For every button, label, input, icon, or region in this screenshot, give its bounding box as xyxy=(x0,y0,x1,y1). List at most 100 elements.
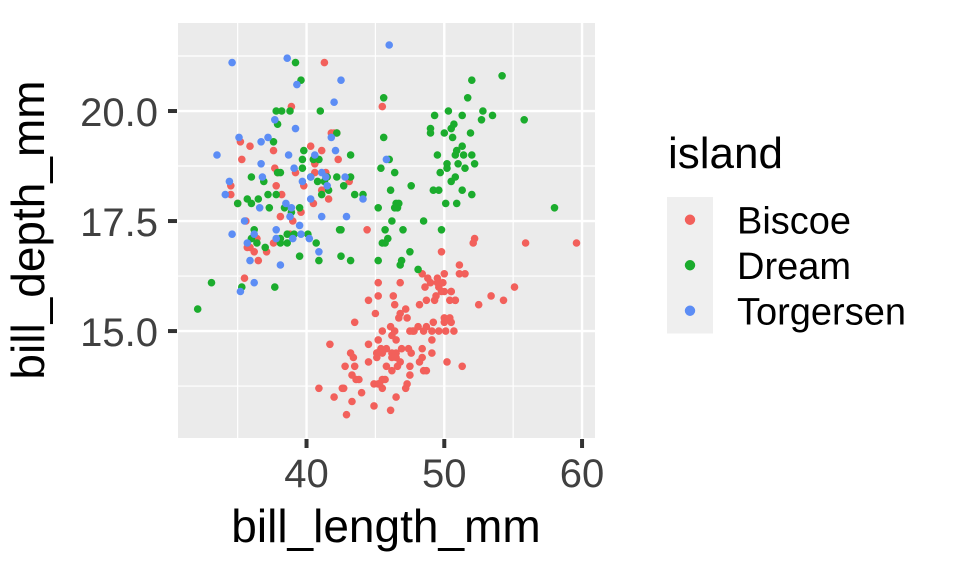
data-point xyxy=(461,270,469,278)
data-point xyxy=(498,72,506,80)
data-point xyxy=(287,204,296,212)
data-point xyxy=(377,164,385,172)
data-point xyxy=(236,287,245,296)
data-point xyxy=(419,217,428,225)
legend-swatch-icon xyxy=(684,214,696,225)
data-point xyxy=(207,278,216,287)
y-tick-label: 20.0 xyxy=(80,91,158,135)
data-point xyxy=(378,349,387,357)
data-point xyxy=(499,296,508,305)
data-point xyxy=(430,111,439,120)
data-point xyxy=(373,353,381,362)
data-point xyxy=(389,292,398,300)
data-point xyxy=(396,278,405,287)
data-point xyxy=(228,58,236,67)
data-point xyxy=(390,204,399,212)
data-point xyxy=(315,384,323,393)
data-point xyxy=(407,182,416,190)
data-point xyxy=(289,234,297,243)
data-point xyxy=(468,76,476,84)
data-point xyxy=(246,256,254,265)
x-tick-label: 50 xyxy=(422,452,467,496)
data-point xyxy=(346,173,355,181)
legend-item-label: Biscoe xyxy=(737,200,851,242)
data-point xyxy=(458,142,467,150)
data-point xyxy=(298,177,307,186)
data-point xyxy=(258,173,267,181)
data-point xyxy=(403,314,411,322)
data-point xyxy=(327,133,336,142)
data-point xyxy=(339,182,348,190)
data-point xyxy=(255,204,264,212)
data-point xyxy=(379,94,388,102)
legend-item: Torgersen xyxy=(667,288,906,334)
axes: 40 50 60 15.0 17.5 20.0 xyxy=(80,91,604,496)
data-point xyxy=(253,239,261,247)
data-point xyxy=(436,168,445,177)
data-point xyxy=(300,146,308,155)
y-tick-label: 15.0 xyxy=(80,311,158,355)
data-point xyxy=(414,265,422,274)
data-point xyxy=(364,296,373,305)
data-point xyxy=(348,397,356,406)
legend-swatch-icon xyxy=(684,305,696,316)
data-point xyxy=(435,327,443,335)
data-point xyxy=(396,358,405,366)
data-point xyxy=(293,80,301,89)
data-point xyxy=(221,190,230,199)
data-point xyxy=(414,322,422,331)
data-point xyxy=(381,226,389,234)
data-point xyxy=(439,278,447,287)
data-point xyxy=(461,164,469,172)
data-point xyxy=(426,124,435,133)
legend-item-label: Dream xyxy=(737,246,851,288)
data-point xyxy=(284,151,293,159)
data-point xyxy=(276,261,285,269)
data-point xyxy=(474,300,483,309)
data-point xyxy=(225,177,234,186)
data-point xyxy=(458,111,467,120)
data-point xyxy=(247,199,256,208)
data-point xyxy=(441,199,450,208)
data-point xyxy=(306,142,315,150)
legend-item-label: Torgersen xyxy=(737,291,906,333)
data-point xyxy=(272,182,281,190)
data-point xyxy=(341,362,349,371)
data-point xyxy=(441,327,450,335)
data-point xyxy=(348,371,356,379)
data-point xyxy=(295,252,304,260)
data-point xyxy=(254,195,263,203)
x-tick-label: 40 xyxy=(284,452,329,496)
data-point xyxy=(435,186,443,194)
data-point xyxy=(388,353,396,362)
data-point xyxy=(277,190,286,199)
data-point xyxy=(193,305,202,313)
data-point xyxy=(479,107,487,115)
data-point xyxy=(382,362,391,371)
data-point xyxy=(276,168,285,177)
data-point xyxy=(339,384,348,393)
data-point xyxy=(295,221,304,230)
data-point xyxy=(455,261,464,269)
data-point xyxy=(381,239,389,247)
data-point xyxy=(392,336,400,344)
data-point xyxy=(401,305,410,313)
data-point xyxy=(316,107,325,115)
data-point xyxy=(272,190,281,199)
data-point xyxy=(458,362,467,371)
data-point xyxy=(415,300,424,309)
data-point xyxy=(470,160,479,168)
data-point xyxy=(297,230,305,238)
data-point xyxy=(298,155,307,164)
data-point xyxy=(250,230,258,238)
data-point xyxy=(406,371,414,379)
data-point xyxy=(313,177,322,186)
data-point xyxy=(272,226,281,234)
data-point xyxy=(337,76,345,84)
data-point xyxy=(265,204,274,212)
y-axis-title: bill_depth_mm xyxy=(2,80,54,379)
data-point xyxy=(419,366,428,375)
